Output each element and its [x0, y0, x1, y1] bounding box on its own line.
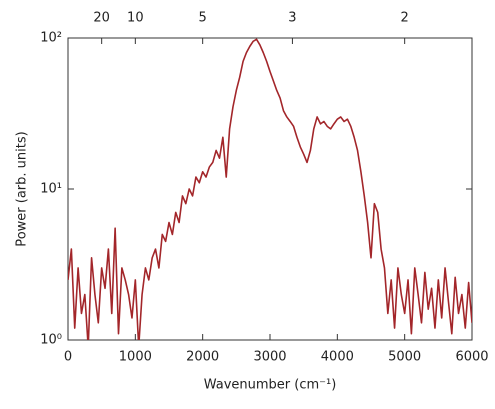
x-tick-label: 2000 — [186, 350, 219, 365]
x-axis-label: Wavenumber (cm⁻¹) — [204, 378, 337, 393]
x-tick-label: 0 — [64, 350, 72, 365]
top-tick-label: 2 — [401, 11, 409, 26]
x-tick-label: 6000 — [455, 350, 488, 365]
x-tick-label: 4000 — [321, 350, 354, 365]
top-tick-label: 10 — [127, 11, 144, 26]
x-tick-label: 5000 — [388, 350, 421, 365]
y-axis-label: Power (arb. units) — [15, 131, 30, 246]
x-tick-label: 1000 — [119, 350, 152, 365]
data-line — [68, 38, 472, 340]
y-tick-label: 10⁰ — [40, 333, 62, 348]
top-tick-label: 5 — [199, 11, 207, 26]
x-tick-label: 3000 — [253, 350, 286, 365]
top-tick-label: 20 — [93, 11, 110, 26]
y-tick-label: 10² — [40, 31, 62, 46]
top-tick-label: 3 — [288, 11, 296, 26]
y-tick-label: 10¹ — [40, 182, 62, 197]
